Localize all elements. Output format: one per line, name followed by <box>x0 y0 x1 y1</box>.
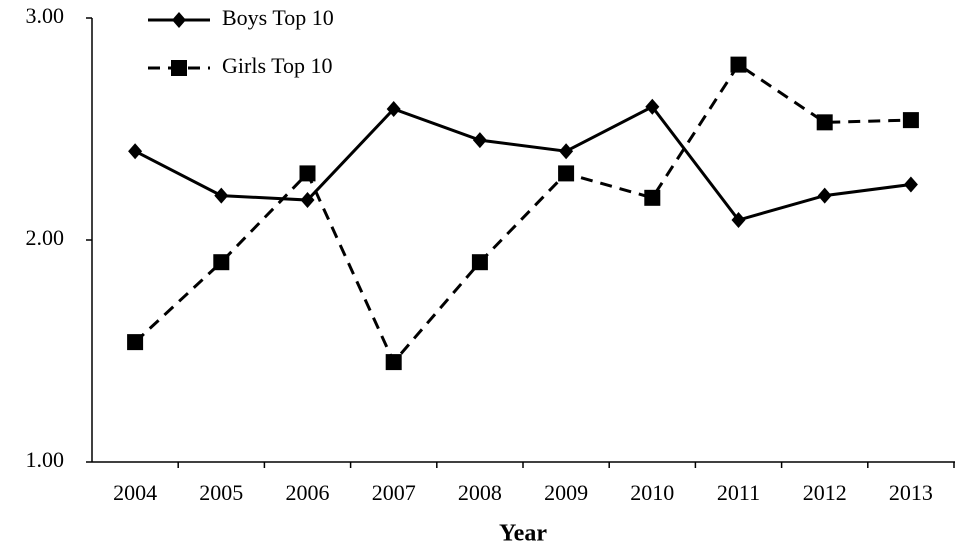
x-tick-label: 2010 <box>630 480 674 505</box>
x-tick-label: 2009 <box>544 480 588 505</box>
x-tick-label: 2007 <box>372 480 416 505</box>
data-point <box>213 254 230 271</box>
y-tick-label: 3.00 <box>26 3 65 28</box>
series-line <box>134 104 912 222</box>
data-point <box>731 212 746 229</box>
data-point <box>472 132 487 149</box>
data-point <box>558 165 575 182</box>
data-point <box>300 192 315 209</box>
data-point <box>903 176 918 193</box>
x-tick-label: 2005 <box>199 480 243 505</box>
y-tick-label: 1.00 <box>26 447 65 472</box>
x-tick-label: 2004 <box>113 480 157 505</box>
x-tick-label: 2012 <box>803 480 847 505</box>
legend-marker <box>172 12 186 28</box>
data-point <box>385 354 402 371</box>
legend-label: Boys Top 10 <box>222 5 334 30</box>
legend-label: Girls Top 10 <box>222 53 333 78</box>
x-tick-label: 2013 <box>889 480 933 505</box>
y-tick-label: 2.00 <box>26 225 65 250</box>
data-point <box>127 334 144 351</box>
data-point <box>902 112 919 129</box>
data-point <box>299 165 316 182</box>
legend-marker <box>171 60 187 76</box>
data-point <box>386 101 401 118</box>
series-line <box>134 62 911 365</box>
x-tick-label: 2006 <box>286 480 330 505</box>
data-point <box>214 187 229 204</box>
data-point <box>730 56 747 73</box>
data-point <box>816 114 833 131</box>
x-axis-title: Year <box>499 521 547 547</box>
data-point <box>817 187 832 204</box>
data-point <box>128 143 143 160</box>
x-tick-label: 2011 <box>717 480 760 505</box>
data-point <box>471 254 488 271</box>
data-point <box>645 98 660 115</box>
data-point <box>559 143 574 160</box>
x-tick-label: 2008 <box>458 480 502 505</box>
data-point <box>644 189 661 206</box>
